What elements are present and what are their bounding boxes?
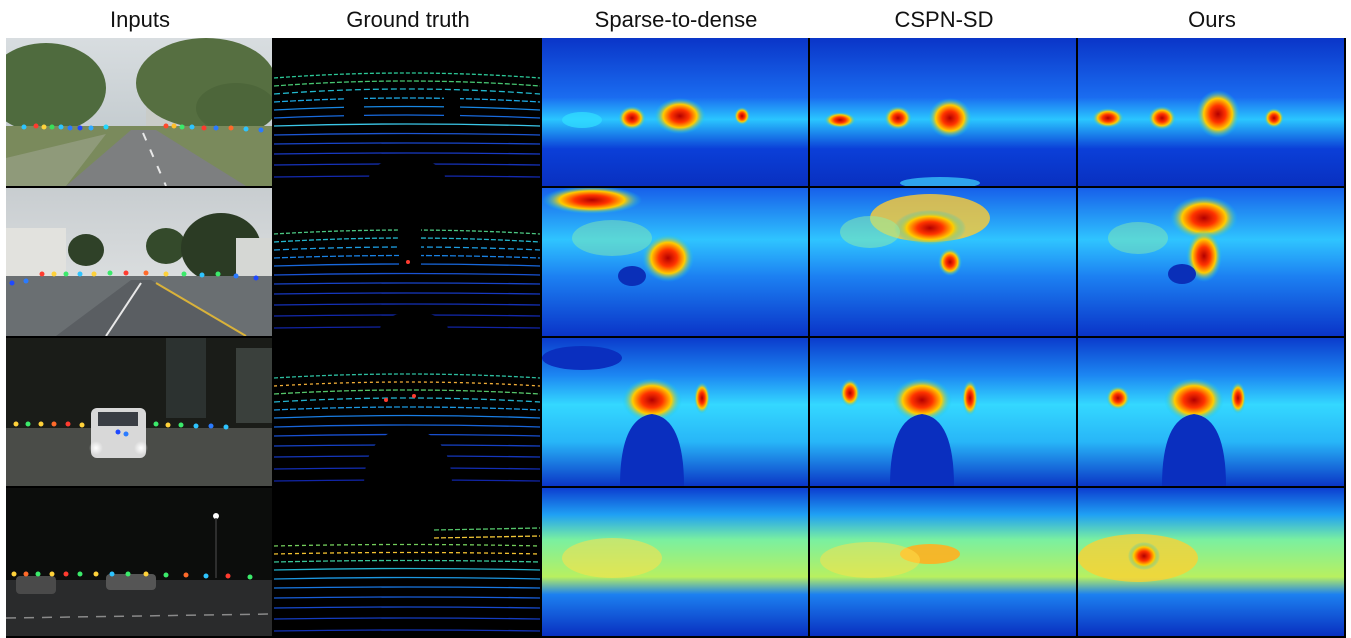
cspn-sd-prediction-row-1: [810, 38, 1076, 186]
ground-truth-row-2: [274, 188, 540, 336]
cspn-sd-prediction-row-2: [810, 188, 1076, 336]
ours-prediction-row-4: [1078, 488, 1344, 636]
ground-truth-row-4: [274, 488, 540, 636]
input-photo-row-2: [6, 188, 272, 336]
input-photo-row-1: [6, 38, 272, 186]
sparse-to-dense-prediction-row-3: [542, 338, 808, 486]
ours-prediction-row-3: [1078, 338, 1344, 486]
ground-truth-row-1: [274, 38, 540, 186]
cspn-sd-prediction-row-4: [810, 488, 1076, 636]
ground-truth-row-3: [274, 338, 540, 486]
sparse-to-dense-prediction-row-2: [542, 188, 808, 336]
column-title-ground-truth: Ground truth: [346, 7, 470, 32]
input-photo-row-3: [6, 338, 272, 486]
column-title-inputs: Inputs: [110, 7, 170, 32]
column-headers: Inputs Ground truth Sparse-to-dense CSPN…: [6, 0, 1346, 38]
column-title-cspn-sd: CSPN-SD: [894, 7, 994, 32]
sparse-to-dense-prediction-row-1: [542, 38, 808, 186]
sparse-to-dense-prediction-row-4: [542, 488, 808, 636]
column-title-sparse-to-dense: Sparse-to-dense: [594, 7, 758, 32]
input-photo-row-4: [6, 488, 272, 636]
comparison-grid: [6, 38, 1346, 638]
column-title-ours: Ours: [1188, 7, 1236, 32]
ours-prediction-row-1: [1078, 38, 1344, 186]
ours-prediction-row-2: [1078, 188, 1344, 336]
cspn-sd-prediction-row-3: [810, 338, 1076, 486]
